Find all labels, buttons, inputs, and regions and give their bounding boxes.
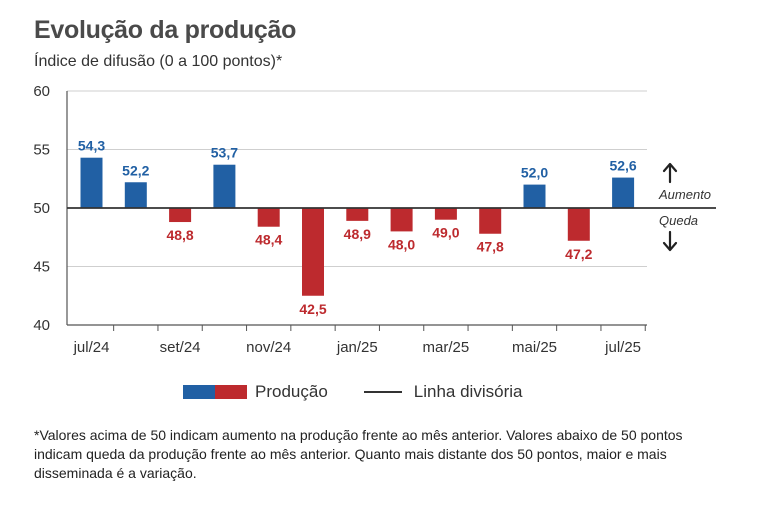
bar-out-24: [213, 164, 236, 208]
bar-abr-25: [479, 208, 502, 234]
y-axis: 40 45 50 55 60: [33, 83, 68, 334]
data-label: 47,2: [565, 246, 592, 262]
data-label: 53,7: [211, 145, 238, 161]
x-tick-label: jan/25: [336, 339, 378, 356]
data-label: 47,8: [477, 239, 504, 255]
x-tick-label: nov/24: [246, 339, 291, 356]
footnote: *Valores acima de 50 indicam aumento na …: [34, 427, 683, 481]
bar-jul-24: [80, 157, 103, 208]
bar-set-24: [169, 208, 192, 223]
y-tick-label: 40: [33, 317, 50, 334]
legend-line-swatch: [363, 391, 402, 393]
bar-dez-24: [302, 208, 324, 296]
chart-title: Evolução da produção: [34, 16, 297, 44]
data-label: 42,5: [299, 301, 326, 317]
y-tick-label: 60: [33, 83, 50, 100]
data-label: 52,0: [521, 165, 548, 181]
legend-swatch-increase: [183, 385, 215, 399]
data-label: 48,0: [388, 236, 415, 252]
legend-line-label: Linha divisória: [413, 382, 523, 401]
data-label: 48,9: [344, 226, 371, 242]
legend: Produção Linha divisória: [183, 381, 522, 403]
y-tick-label: 45: [33, 259, 50, 276]
x-axis: jul/24 set/24 nov/24 jan/25 mar/25 mai/25 jul/…: [67, 324, 647, 356]
side-annotations: Aumento Queda: [658, 162, 711, 252]
bar-ago-24: [124, 182, 147, 208]
legend-swatch-decrease: [215, 385, 247, 399]
bar-jan-25: [346, 208, 369, 221]
data-label: 49,0: [432, 225, 459, 241]
y-tick-label: 55: [33, 142, 50, 159]
x-tick-label: jul/25: [604, 339, 641, 356]
bar-mai-25: [523, 184, 546, 208]
bars: 54,3 52,2 48,8 53,7 48,4 42,5 48,9 48,0 49,0 47,8…: [78, 138, 637, 317]
bar-jul-25: [612, 177, 635, 208]
bar-mar-25: [434, 208, 457, 220]
x-tick-label: mai/25: [512, 339, 557, 356]
data-label: 48,4: [255, 232, 282, 248]
y-tick-label: 50: [33, 200, 50, 217]
data-label: 52,2: [122, 162, 149, 178]
decrease-label: Queda: [659, 213, 698, 228]
arrow-up-icon: [662, 162, 678, 184]
chart-subtitle: Índice de difusão (0 a 100 pontos)*: [34, 53, 283, 70]
bar-jun-25: [567, 208, 590, 241]
data-label: 48,8: [166, 227, 193, 243]
bar-nov-24: [257, 208, 280, 227]
arrow-down-icon: [662, 230, 678, 252]
x-tick-label: jul/24: [73, 339, 110, 356]
bar-chart: 40 45 50 55 60 54,3 52,2 48,8 53,7 48,4 42,5 48,9 4…: [33, 83, 716, 356]
grid-lines: [67, 90, 647, 267]
x-tick-label: set/24: [160, 339, 201, 356]
x-tick-label: mar/25: [423, 339, 470, 356]
bar-fev-25: [390, 208, 413, 232]
data-label: 54,3: [78, 138, 105, 154]
increase-label: Aumento: [658, 187, 711, 202]
legend-series-label: Produção: [255, 382, 328, 401]
data-label: 52,6: [609, 158, 636, 174]
